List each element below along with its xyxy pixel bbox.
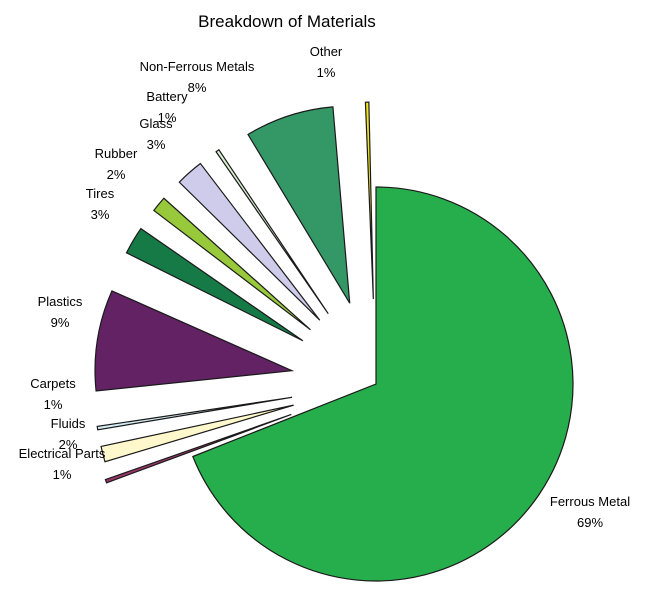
slice-battery <box>215 148 329 315</box>
label-rubber: Rubber <box>95 146 138 161</box>
label-battery: Battery <box>146 89 188 104</box>
label-ferrous-metal: Ferrous Metal <box>550 494 630 509</box>
pie-slices <box>94 101 574 582</box>
percent-electrical-parts: 1% <box>53 467 72 482</box>
label-non-ferrous-metals: Non-Ferrous Metals <box>140 59 255 74</box>
percent-ferrous-metal: 69% <box>577 515 603 530</box>
chart-title: Breakdown of Materials <box>198 12 376 31</box>
percent-tires: 3% <box>91 207 110 222</box>
percent-battery: 1% <box>158 110 177 125</box>
label-other: Other <box>310 44 343 59</box>
label-glass: Glass <box>139 116 173 131</box>
slice-labels: Ferrous Metal 69% Electrical Parts 1% Fluids… <box>19 44 631 530</box>
slice-other <box>364 101 374 300</box>
percent-non-ferrous-metals: 8% <box>188 80 207 95</box>
percent-carpets: 1% <box>44 397 63 412</box>
label-carpets: Carpets <box>30 376 76 391</box>
label-tires: Tires <box>86 186 115 201</box>
slice-glass <box>178 162 321 321</box>
slice-non-ferrous-metals <box>247 106 351 304</box>
label-fluids: Fluids <box>51 416 86 431</box>
percent-fluids: 2% <box>59 437 78 452</box>
percent-rubber: 2% <box>107 167 126 182</box>
slice-rubber <box>152 197 311 331</box>
label-plastics: Plastics <box>38 294 83 309</box>
slice-carpets <box>96 396 293 431</box>
percent-plastics: 9% <box>51 315 70 330</box>
slice-ferrous-metal <box>192 186 574 582</box>
label-electrical-parts: Electrical Parts <box>19 446 106 461</box>
percent-glass: 3% <box>147 137 166 152</box>
slice-fluids <box>100 404 294 463</box>
percent-other: 1% <box>317 65 336 80</box>
slice-tires <box>125 227 304 342</box>
slice-plastics <box>94 290 295 392</box>
slice-electrical-parts <box>104 413 292 484</box>
